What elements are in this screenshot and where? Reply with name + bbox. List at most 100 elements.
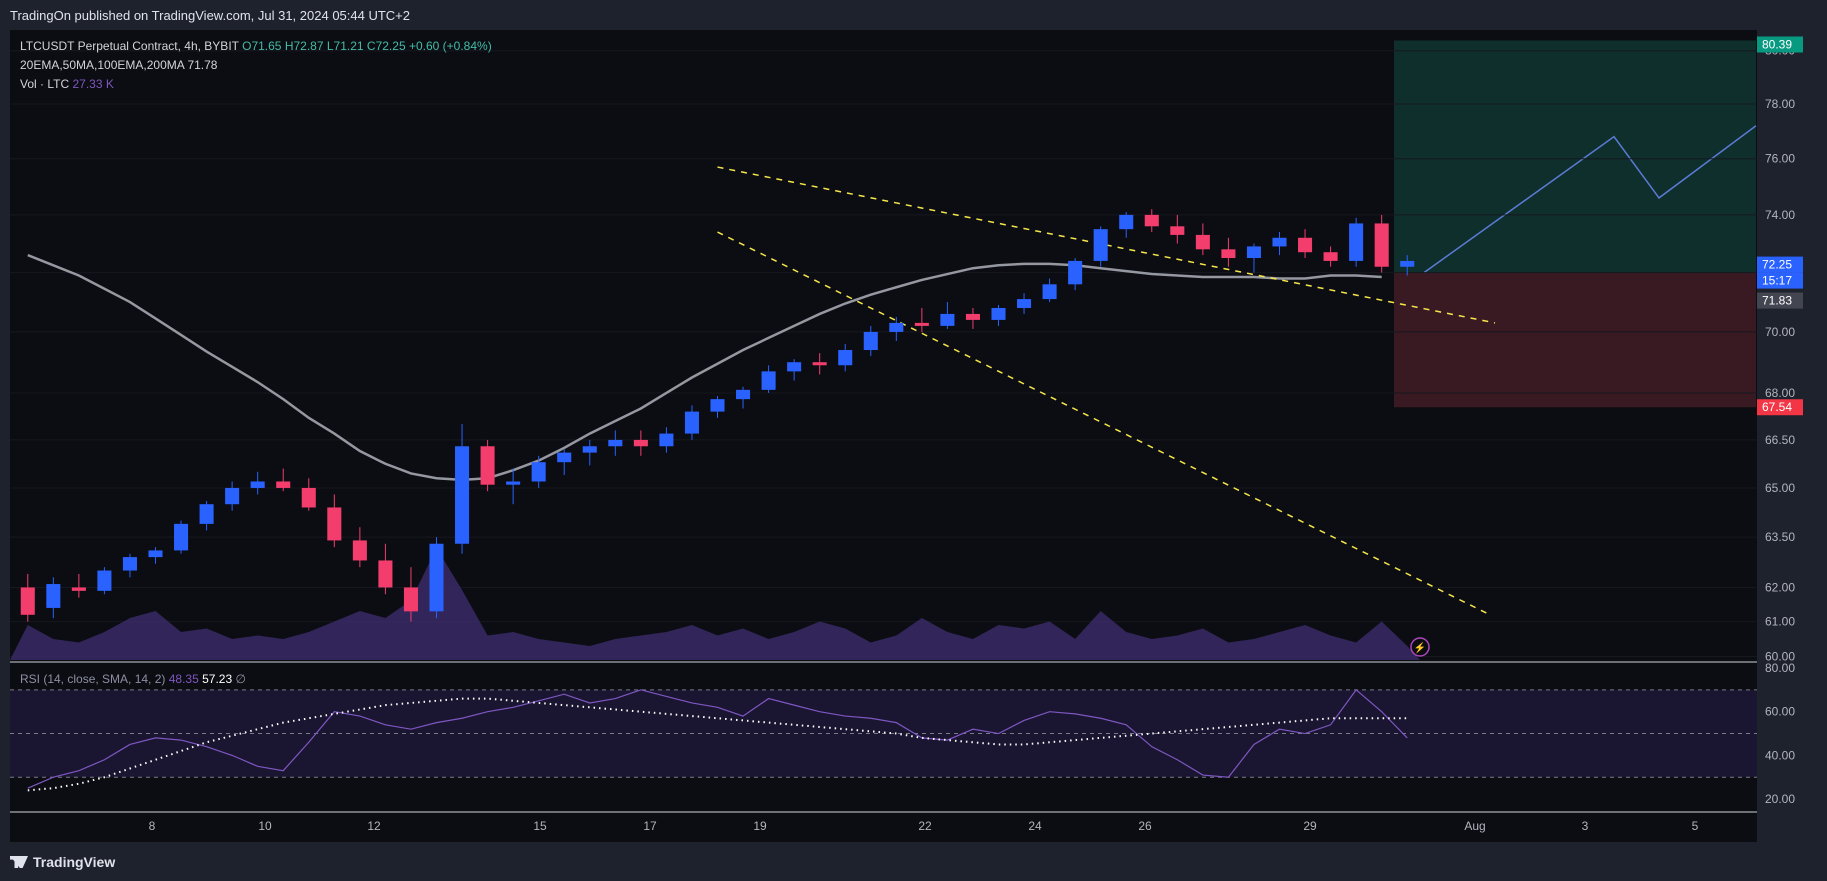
candle-body-43 — [1119, 214, 1134, 230]
rsi-label[interactable]: RSI (14, close, SMA, 14, 2) — [20, 672, 166, 686]
candle-body-23 — [608, 439, 623, 447]
candle-body-38 — [991, 307, 1006, 320]
ma-price-label-bg — [1757, 292, 1803, 309]
candle-body-0 — [20, 587, 35, 615]
rsi-extra: ∅ — [235, 672, 246, 686]
candle-body-29 — [761, 371, 776, 390]
candle-body-5 — [148, 550, 163, 558]
change-value: +0.60 (+0.84%) — [408, 39, 492, 53]
target-zone — [1394, 40, 1756, 273]
candle-body-15 — [403, 587, 418, 612]
price-tick-9: 74.00 — [1765, 208, 1795, 222]
candle-body-50 — [1298, 237, 1313, 253]
symbol-name[interactable]: LTCUSDT Perpetual Contract, 4h, BYBIT — [20, 39, 239, 53]
rsi-value: 48.35 — [168, 672, 199, 686]
candle-body-7 — [199, 504, 214, 524]
footer-bar: TradingView — [0, 843, 1827, 881]
volume-value: 27.33 K — [72, 77, 114, 91]
tradingview-logo[interactable]: TradingView — [10, 854, 115, 870]
price-tick-1: 61.00 — [1765, 615, 1795, 629]
time-tick-9: 29 — [1303, 819, 1317, 833]
ohlc-legend: LTCUSDT Perpetual Contract, 4h, BYBIT O7… — [20, 39, 492, 53]
candle-body-18 — [480, 446, 495, 485]
rsi-sma-value: 57.23 — [202, 672, 233, 686]
rsi-line — [27, 688, 1408, 789]
price-axis-bg — [1757, 30, 1827, 843]
candle-body-30 — [787, 362, 802, 372]
price-tick-2: 62.00 — [1765, 580, 1795, 594]
projection-path — [1423, 125, 1757, 274]
price-tick-7: 70.00 — [1765, 325, 1795, 339]
volume-area — [10, 548, 1420, 660]
rsi-tick-2: 40.00 — [1765, 748, 1795, 762]
candle-body-49 — [1272, 237, 1287, 247]
candle-body-21 — [557, 452, 572, 463]
candle-body-13 — [352, 540, 367, 561]
candle-body-42 — [1093, 229, 1108, 261]
ma-value: 71.78 — [187, 58, 218, 72]
candle-body-28 — [736, 389, 751, 400]
candle-body-8 — [225, 487, 240, 505]
candle-body-54 — [1400, 260, 1415, 267]
countdown-label: 15:17 — [1762, 274, 1792, 288]
candle-body-41 — [1068, 260, 1083, 285]
time-tick-1: 10 — [258, 819, 272, 833]
price-tick-4: 65.00 — [1765, 481, 1795, 495]
publish-info: TradingOn published on TradingView.com, … — [10, 8, 410, 23]
open-value: O71.65 — [242, 39, 282, 53]
price-tick-0: 60.00 — [1765, 649, 1795, 663]
publish-header: TradingOn published on TradingView.com, … — [0, 0, 1827, 30]
candle-body-11 — [301, 487, 316, 508]
candle-body-12 — [327, 507, 342, 541]
time-tick-4: 17 — [643, 819, 657, 833]
candle-body-10 — [276, 481, 291, 488]
candle-body-24 — [633, 439, 648, 447]
stop-zone — [1394, 272, 1756, 408]
stop-price-label: 67.54 — [1762, 400, 1792, 414]
ma-price-label: 71.83 — [1762, 294, 1792, 308]
target-price-label-bg — [1757, 36, 1803, 53]
candle-body-6 — [174, 523, 189, 551]
candle-body-40 — [1042, 284, 1057, 300]
price-tick-3: 63.50 — [1765, 530, 1795, 544]
candle-body-9 — [250, 481, 265, 488]
alert-icon[interactable] — [1410, 637, 1430, 657]
candle-body-46 — [1195, 234, 1210, 250]
rsi-tick-0: 80.00 — [1765, 661, 1795, 675]
volume-label[interactable]: Vol · LTC — [20, 77, 70, 91]
candle-body-51 — [1323, 252, 1338, 261]
price-chart[interactable]: 60.00 61.00 62.00 63.50 65.00 66.50 68.00 70.00… — [0, 30, 1827, 843]
candle-body-52 — [1349, 223, 1364, 261]
time-tick-12: 5 — [1692, 819, 1699, 833]
moving-average-line — [27, 253, 1382, 482]
low-value: L71.21 — [326, 39, 364, 53]
rsi-tick-3: 20.00 — [1765, 792, 1795, 806]
candle-body-26 — [684, 411, 699, 434]
last-price-label: 72.25 — [1762, 258, 1792, 272]
time-tick-3: 15 — [533, 819, 547, 833]
rsi-tick-1: 60.00 — [1765, 705, 1795, 719]
candle-body-3 — [97, 570, 112, 591]
candle-body-37 — [965, 313, 980, 320]
candle-body-17 — [455, 446, 470, 544]
candle-body-45 — [1170, 226, 1185, 235]
time-tick-11: 3 — [1582, 819, 1589, 833]
price-tick-11: 78.00 — [1765, 97, 1795, 111]
ma-legend: 20EMA,50MA,100EMA,200MA 71.78 — [20, 58, 217, 72]
candle-body-27 — [710, 399, 725, 412]
candle-body-4 — [122, 557, 137, 571]
candle-body-1 — [46, 584, 61, 608]
candle-body-35 — [914, 322, 929, 326]
candle-body-34 — [889, 322, 904, 332]
candle-body-25 — [659, 433, 674, 447]
countdown-label-bg — [1757, 272, 1803, 289]
time-tick-0: 8 — [149, 819, 156, 833]
high-value: H72.87 — [284, 39, 324, 53]
candle-body-36 — [940, 313, 955, 326]
volume-legend: Vol · LTC 27.33 K — [20, 77, 114, 91]
price-tick-6: 68.00 — [1765, 386, 1795, 400]
time-tick-6: 22 — [918, 819, 932, 833]
ma-label[interactable]: 20EMA,50MA,100EMA,200MA — [20, 58, 185, 72]
tradingview-logo-icon — [10, 856, 28, 868]
candle-body-48 — [1246, 246, 1261, 259]
